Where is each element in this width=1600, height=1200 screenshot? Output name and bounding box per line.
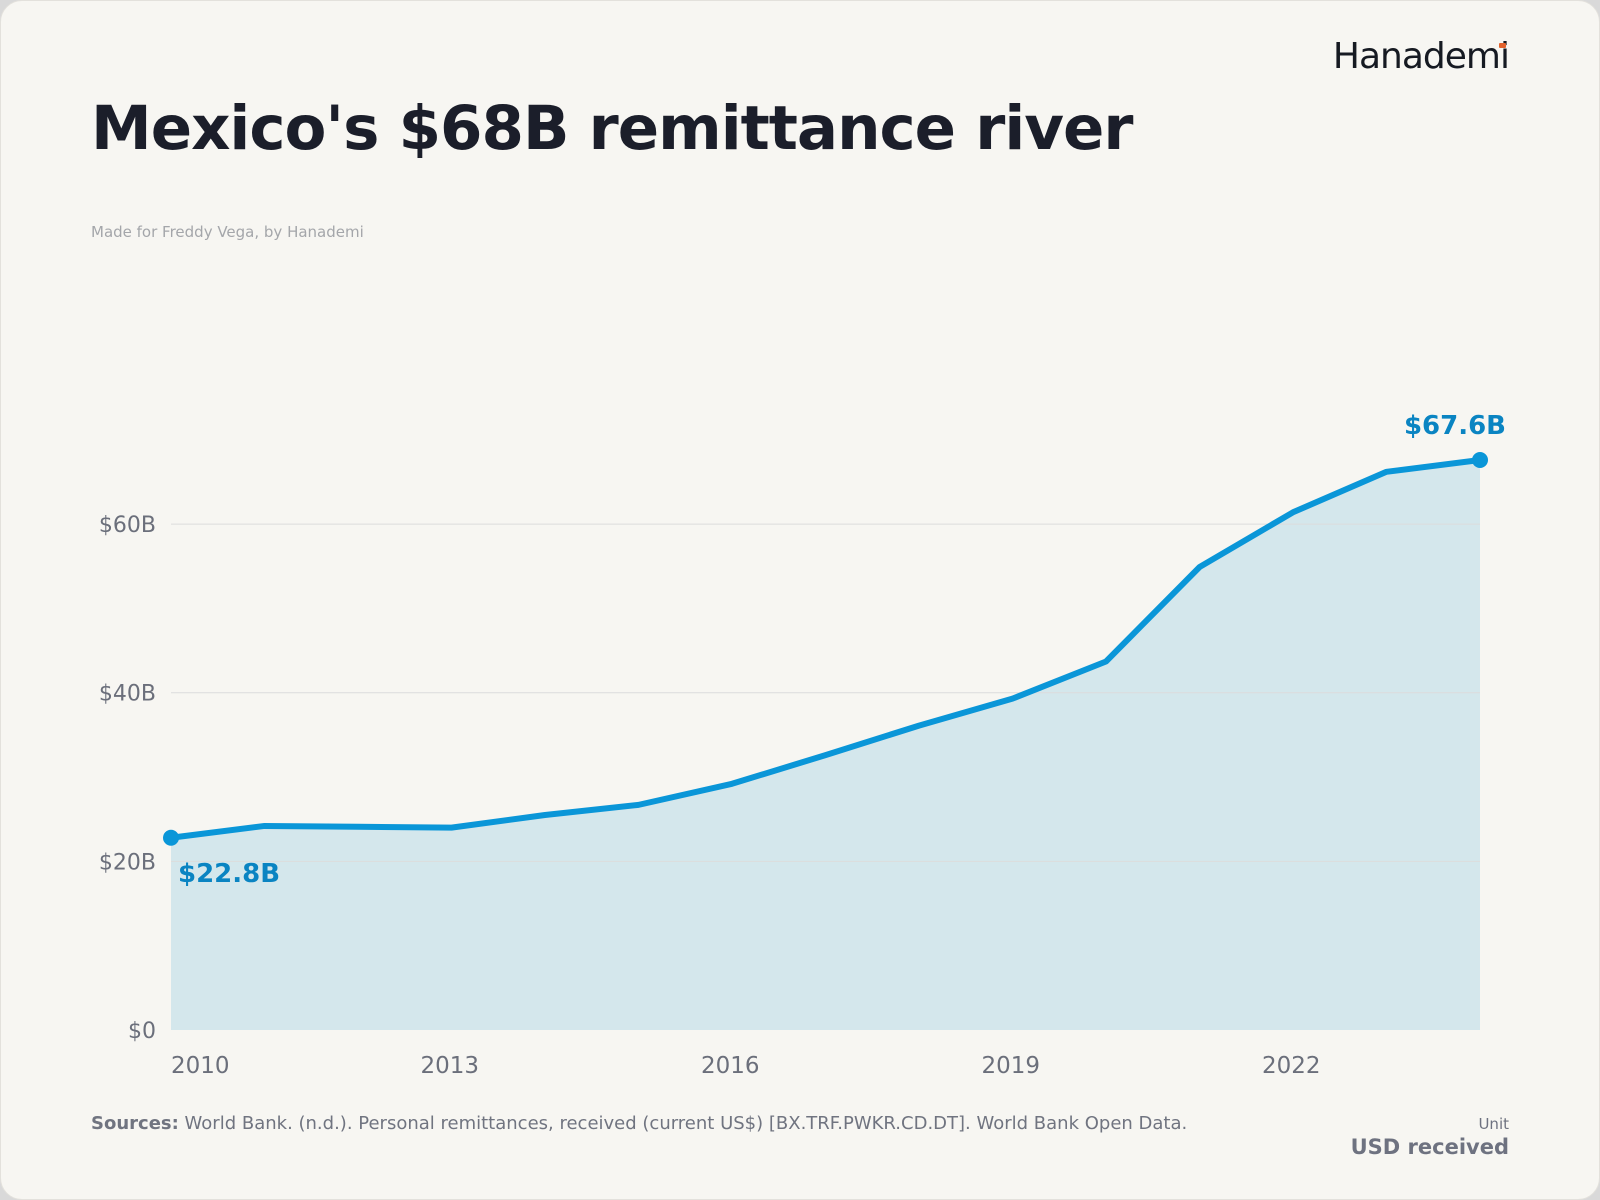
chart-subtitle: Made for Freddy Vega, by Hanademi	[91, 223, 364, 241]
x-tick-label: 2010	[171, 1053, 230, 1079]
remittance-area-chart: $0 $20B $40B $60B 2010 2013 2016 2019 2022 $22.8B…	[99, 411, 1506, 1079]
endpoint-marker	[163, 829, 179, 846]
sources-note: Sources: World Bank. (n.d.). Personal re…	[91, 1113, 1187, 1134]
value-annotation: $67.6B	[1404, 411, 1506, 441]
brand-accent-mark	[1499, 43, 1506, 48]
sources-text: World Bank. (n.d.). Personal remittances…	[184, 1113, 1188, 1134]
brand-logo: Hanademi	[1332, 36, 1510, 77]
x-tick-label: 2013	[421, 1053, 480, 1079]
chart-title: Mexico's $68B remittance river	[91, 93, 1133, 164]
y-tick-label: $20B	[99, 850, 156, 875]
value-annotation: $22.8B	[178, 859, 280, 889]
y-tick-label: $0	[128, 1019, 156, 1044]
y-tick-label: $40B	[99, 682, 156, 707]
x-tick-label: 2016	[701, 1053, 760, 1079]
unit-value: USD received	[1350, 1135, 1509, 1159]
x-tick-label: 2022	[1262, 1053, 1321, 1079]
y-tick-label: $60B	[99, 513, 156, 538]
series-line	[168, 457, 1483, 841]
x-tick-label: 2019	[982, 1053, 1041, 1079]
unit-label: Unit	[1478, 1115, 1509, 1133]
endpoint-marker	[1472, 452, 1488, 468]
area-fill	[171, 460, 1480, 1030]
brand-logo-text: Hanademi	[1332, 36, 1510, 77]
sources-label: Sources:	[91, 1113, 179, 1134]
